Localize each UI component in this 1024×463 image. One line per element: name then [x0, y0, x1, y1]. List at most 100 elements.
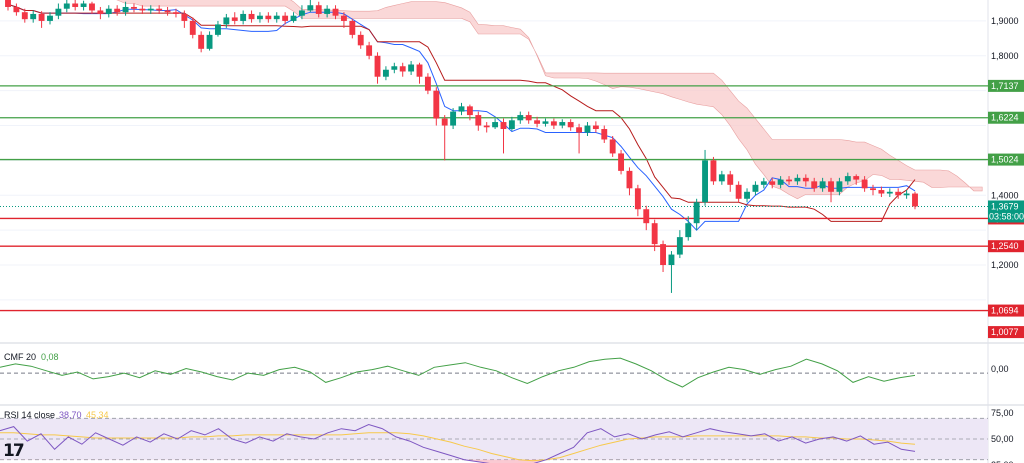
- candle-body: [131, 6, 137, 9]
- cloud-area: [116, 0, 983, 200]
- candle-body: [357, 34, 364, 46]
- candle-body: [592, 125, 599, 130]
- level-resistance-tag: [988, 111, 1024, 124]
- candle-body: [836, 181, 843, 192]
- candle-body: [702, 160, 708, 203]
- candle-body: [458, 106, 465, 112]
- rsi-tick-label: 50,00: [991, 434, 1014, 444]
- cmf-line: [0, 357, 916, 388]
- candle-body: [80, 3, 87, 7]
- candle-body: [248, 13, 255, 20]
- price-levels: [0, 85, 988, 312]
- candle-body: [643, 209, 650, 224]
- candle-body: [433, 90, 440, 119]
- candle-body: [13, 6, 20, 13]
- level-support-label: 1,2540: [991, 241, 1019, 251]
- candle-body: [349, 20, 356, 35]
- candle-body: [122, 6, 129, 13]
- candle-body: [5, 0, 11, 7]
- candle-body: [525, 115, 532, 121]
- candle-body: [21, 12, 28, 20]
- price-tick-label: 1,9000: [991, 16, 1019, 26]
- candle-body: [693, 202, 700, 224]
- rsi-value: 38,70: [59, 410, 82, 420]
- candle-body: [38, 13, 45, 21]
- candle-body: [508, 120, 515, 130]
- indicator-labels: CMF 20 0,08 RSI 14 close 38,70 45,34 0,0…: [4, 352, 1009, 420]
- candle-body: [63, 3, 70, 9]
- candle-body: [399, 66, 406, 72]
- candle-body: [156, 8, 163, 11]
- candle-body: [567, 122, 574, 128]
- level-resistance-label: 1,7137: [991, 81, 1019, 91]
- level-resistance-label: 1,5024: [991, 155, 1019, 165]
- candle-body: [290, 15, 297, 21]
- rsi-line: [0, 423, 916, 463]
- candle-body: [735, 184, 742, 199]
- candle-body: [651, 223, 658, 245]
- candle-body: [483, 125, 490, 128]
- cmf-label: CMF 20: [4, 352, 36, 362]
- candle-body: [576, 127, 583, 133]
- cmf-zero-tick: 0,00: [991, 364, 1009, 374]
- candle-body: [601, 129, 608, 140]
- candle-body: [786, 179, 792, 182]
- candle-body: [710, 160, 717, 182]
- candle-body: [139, 8, 146, 11]
- candle-body: [685, 223, 692, 238]
- candle-body: [450, 111, 457, 126]
- rsi-label: RSI 14 close: [4, 410, 55, 420]
- candle-body: [895, 191, 902, 196]
- candle-body: [802, 177, 809, 182]
- rsi-tick-label: 25,00: [991, 460, 1014, 463]
- countdown-label: 03:58:00: [989, 211, 1024, 221]
- cmf-value: 0,08: [41, 352, 59, 362]
- price-axis[interactable]: 1,71371,62241,50241,33361,25401,06941,00…: [988, 16, 1024, 339]
- candle-body: [105, 8, 112, 14]
- level-support-tag: [988, 304, 1024, 317]
- candle-body: [903, 193, 910, 196]
- candle-body: [366, 45, 373, 56]
- candle-body: [744, 191, 750, 199]
- tradingview-logo: 17: [3, 441, 25, 461]
- candle-body: [315, 5, 322, 14]
- candle-body: [340, 15, 347, 21]
- rsi-ma-line: [0, 432, 916, 462]
- candle-body: [886, 191, 893, 194]
- candle-body: [853, 176, 860, 180]
- candle-body: [89, 3, 95, 11]
- candle-body: [861, 179, 868, 189]
- candle-body: [660, 244, 666, 266]
- candlesticks: [5, 0, 918, 293]
- candle-body: [542, 121, 549, 124]
- candle-body: [550, 121, 557, 126]
- candle-body: [441, 118, 448, 126]
- price-tick-label: 1,8000: [991, 51, 1019, 61]
- candle-body: [147, 8, 154, 11]
- candle-body: [718, 174, 725, 182]
- candle-body: [828, 181, 834, 192]
- candle-body: [55, 8, 62, 16]
- candle-body: [416, 64, 423, 77]
- candle-body: [769, 181, 776, 185]
- candle-body: [466, 106, 473, 116]
- candle-body: [500, 122, 507, 130]
- rsi-ma-value: 45,34: [86, 410, 109, 420]
- candle-body: [878, 190, 885, 194]
- candle-body: [391, 66, 398, 70]
- candle-body: [609, 139, 616, 154]
- candle-body: [760, 181, 767, 185]
- candle-body: [727, 174, 734, 185]
- level-support-tag: [988, 240, 1024, 253]
- last-price-label: 1,3679: [991, 201, 1019, 211]
- candle-body: [181, 13, 188, 21]
- candle-body: [870, 188, 876, 191]
- candle-body: [273, 15, 280, 20]
- candle-body: [618, 153, 625, 171]
- candle-body: [198, 34, 205, 49]
- candle-body: [114, 8, 121, 13]
- candle-body: [819, 181, 826, 189]
- candle-body: [215, 24, 221, 35]
